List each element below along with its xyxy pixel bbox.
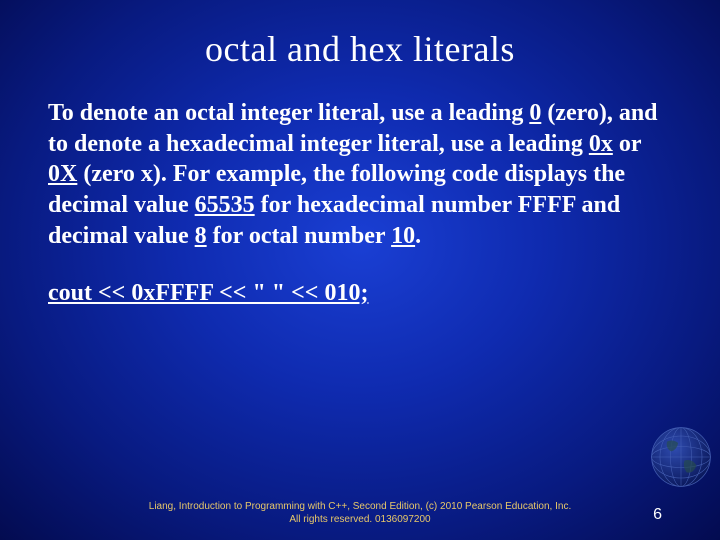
text-segment: or [613,131,641,157]
footer-line-1: Liang, Introduction to Programming with … [0,500,720,513]
value-8: 8 [195,223,207,249]
slide-title: octal and hex literals [48,28,672,70]
globe-icon [646,422,716,492]
literal-0x-upper: 0X [48,161,77,187]
literal-0x-lower: 0x [589,131,613,157]
slide-container: octal and hex literals To denote an octa… [0,0,720,540]
page-number: 6 [653,506,662,524]
text-segment: . [415,223,421,249]
footer-line-2: All rights reserved. 0136097200 [0,513,720,526]
body-paragraph: To denote an octal integer literal, use … [48,98,672,252]
value-10: 10 [391,223,415,249]
literal-zero: 0 [529,100,541,126]
text-segment: To denote an octal integer literal, use … [48,100,529,126]
code-example: cout << 0xFFFF << " " << 010; [48,280,672,307]
text-segment: for octal number [207,223,391,249]
value-65535: 65535 [195,192,255,218]
footer-citation: Liang, Introduction to Programming with … [0,500,720,526]
